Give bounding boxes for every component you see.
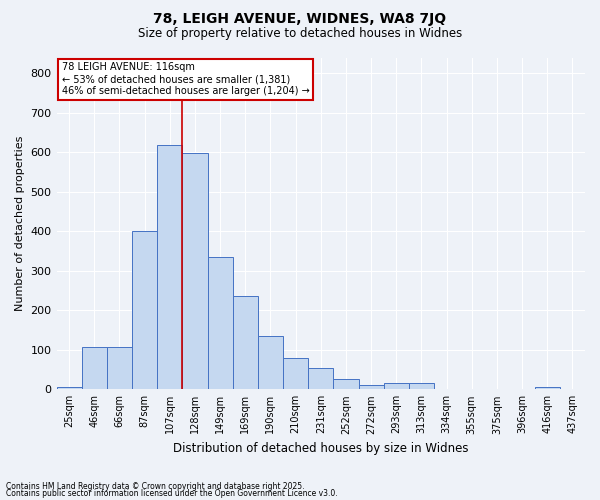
Bar: [82, 346, 107, 390]
Bar: [258, 336, 283, 390]
Bar: [132, 232, 157, 390]
Bar: [233, 296, 258, 390]
Text: Size of property relative to detached houses in Widnes: Size of property relative to detached ho…: [138, 28, 462, 40]
Bar: [334, 380, 359, 390]
Bar: [535, 386, 560, 390]
X-axis label: Distribution of detached houses by size in Widnes: Distribution of detached houses by size …: [173, 442, 469, 455]
Y-axis label: Number of detached properties: Number of detached properties: [15, 136, 25, 311]
Bar: [383, 383, 409, 390]
Bar: [208, 258, 233, 390]
Text: 78, LEIGH AVENUE, WIDNES, WA8 7JQ: 78, LEIGH AVENUE, WIDNES, WA8 7JQ: [154, 12, 446, 26]
Bar: [359, 384, 383, 390]
Bar: [182, 153, 208, 390]
Text: Contains public sector information licensed under the Open Government Licence v3: Contains public sector information licen…: [6, 490, 338, 498]
Bar: [409, 383, 434, 390]
Bar: [283, 358, 308, 390]
Bar: [308, 368, 334, 390]
Bar: [56, 386, 82, 390]
Text: Contains HM Land Registry data © Crown copyright and database right 2025.: Contains HM Land Registry data © Crown c…: [6, 482, 305, 491]
Text: 78 LEIGH AVENUE: 116sqm
← 53% of detached houses are smaller (1,381)
46% of semi: 78 LEIGH AVENUE: 116sqm ← 53% of detache…: [62, 62, 310, 96]
Bar: [157, 145, 182, 390]
Bar: [107, 346, 132, 390]
